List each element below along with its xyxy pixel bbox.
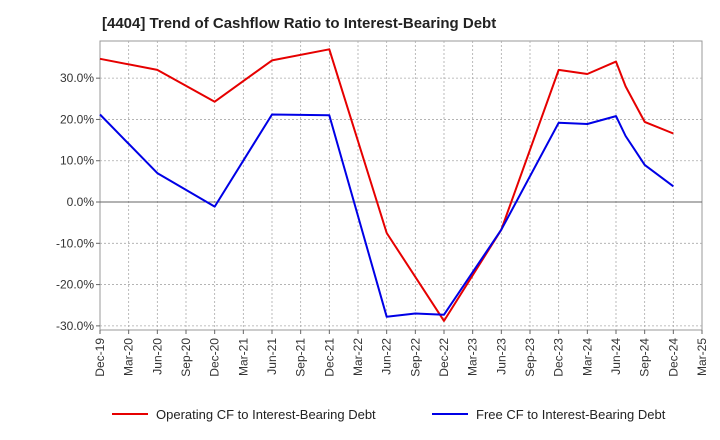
x-tick-label: Dec-20 <box>208 338 222 377</box>
plot-frame <box>99 40 703 331</box>
x-tick-label: Mar-21 <box>236 338 250 376</box>
x-tick-label: Jun-21 <box>265 338 279 375</box>
y-tick-label: 10.0% <box>60 154 94 168</box>
x-tick-label: Mar-23 <box>466 338 480 376</box>
x-tick-label: Sep-23 <box>523 338 537 377</box>
x-tick-label: Dec-24 <box>666 338 680 377</box>
x-tick-label: Dec-19 <box>93 338 107 377</box>
chart-title: [4404] Trend of Cashflow Ratio to Intere… <box>102 15 497 32</box>
x-tick-label: Jun-24 <box>609 338 623 375</box>
legend-label: Free CF to Interest-Bearing Debt <box>476 407 666 422</box>
x-tick-label: Dec-22 <box>437 338 451 377</box>
y-tick-label: 20.0% <box>60 112 94 126</box>
grid-layer <box>99 40 703 331</box>
x-tick-label: Sep-20 <box>179 338 193 377</box>
x-tick-label: Mar-22 <box>351 338 365 376</box>
y-tick-label: -20.0% <box>56 278 94 292</box>
x-tick-label: Jun-23 <box>494 338 508 375</box>
y-tick-label: -30.0% <box>56 319 94 333</box>
x-tick-label: Sep-22 <box>408 338 422 377</box>
legend: Operating CF to Interest-Bearing Debt Fre… <box>112 407 666 422</box>
series-layer <box>99 48 674 322</box>
x-tick-label: Mar-20 <box>122 338 136 376</box>
series-line-operating-cf <box>99 48 674 322</box>
x-tick-label: Mar-24 <box>580 338 594 376</box>
y-tick-label: -10.0% <box>56 236 94 250</box>
x-tick-label: Mar-25 <box>695 338 709 376</box>
x-tick-label: Sep-21 <box>294 338 308 377</box>
y-tick-label: 30.0% <box>60 71 94 85</box>
axis-layer: Dec-19 Mar-20 Jun-20 Sep-20 Dec-20 Mar-21 Jun-… <box>56 71 709 377</box>
x-tick-label: Sep-24 <box>638 338 652 377</box>
x-tick-label: Jun-22 <box>380 338 394 375</box>
legend-label: Operating CF to Interest-Bearing Debt <box>156 407 376 422</box>
series-line-free-cf <box>99 113 674 318</box>
x-tick-label: Dec-21 <box>322 338 336 377</box>
x-tick-label: Jun-20 <box>150 338 164 375</box>
x-tick-label: Dec-23 <box>552 338 566 377</box>
y-tick-label: 0.0% <box>67 195 95 209</box>
